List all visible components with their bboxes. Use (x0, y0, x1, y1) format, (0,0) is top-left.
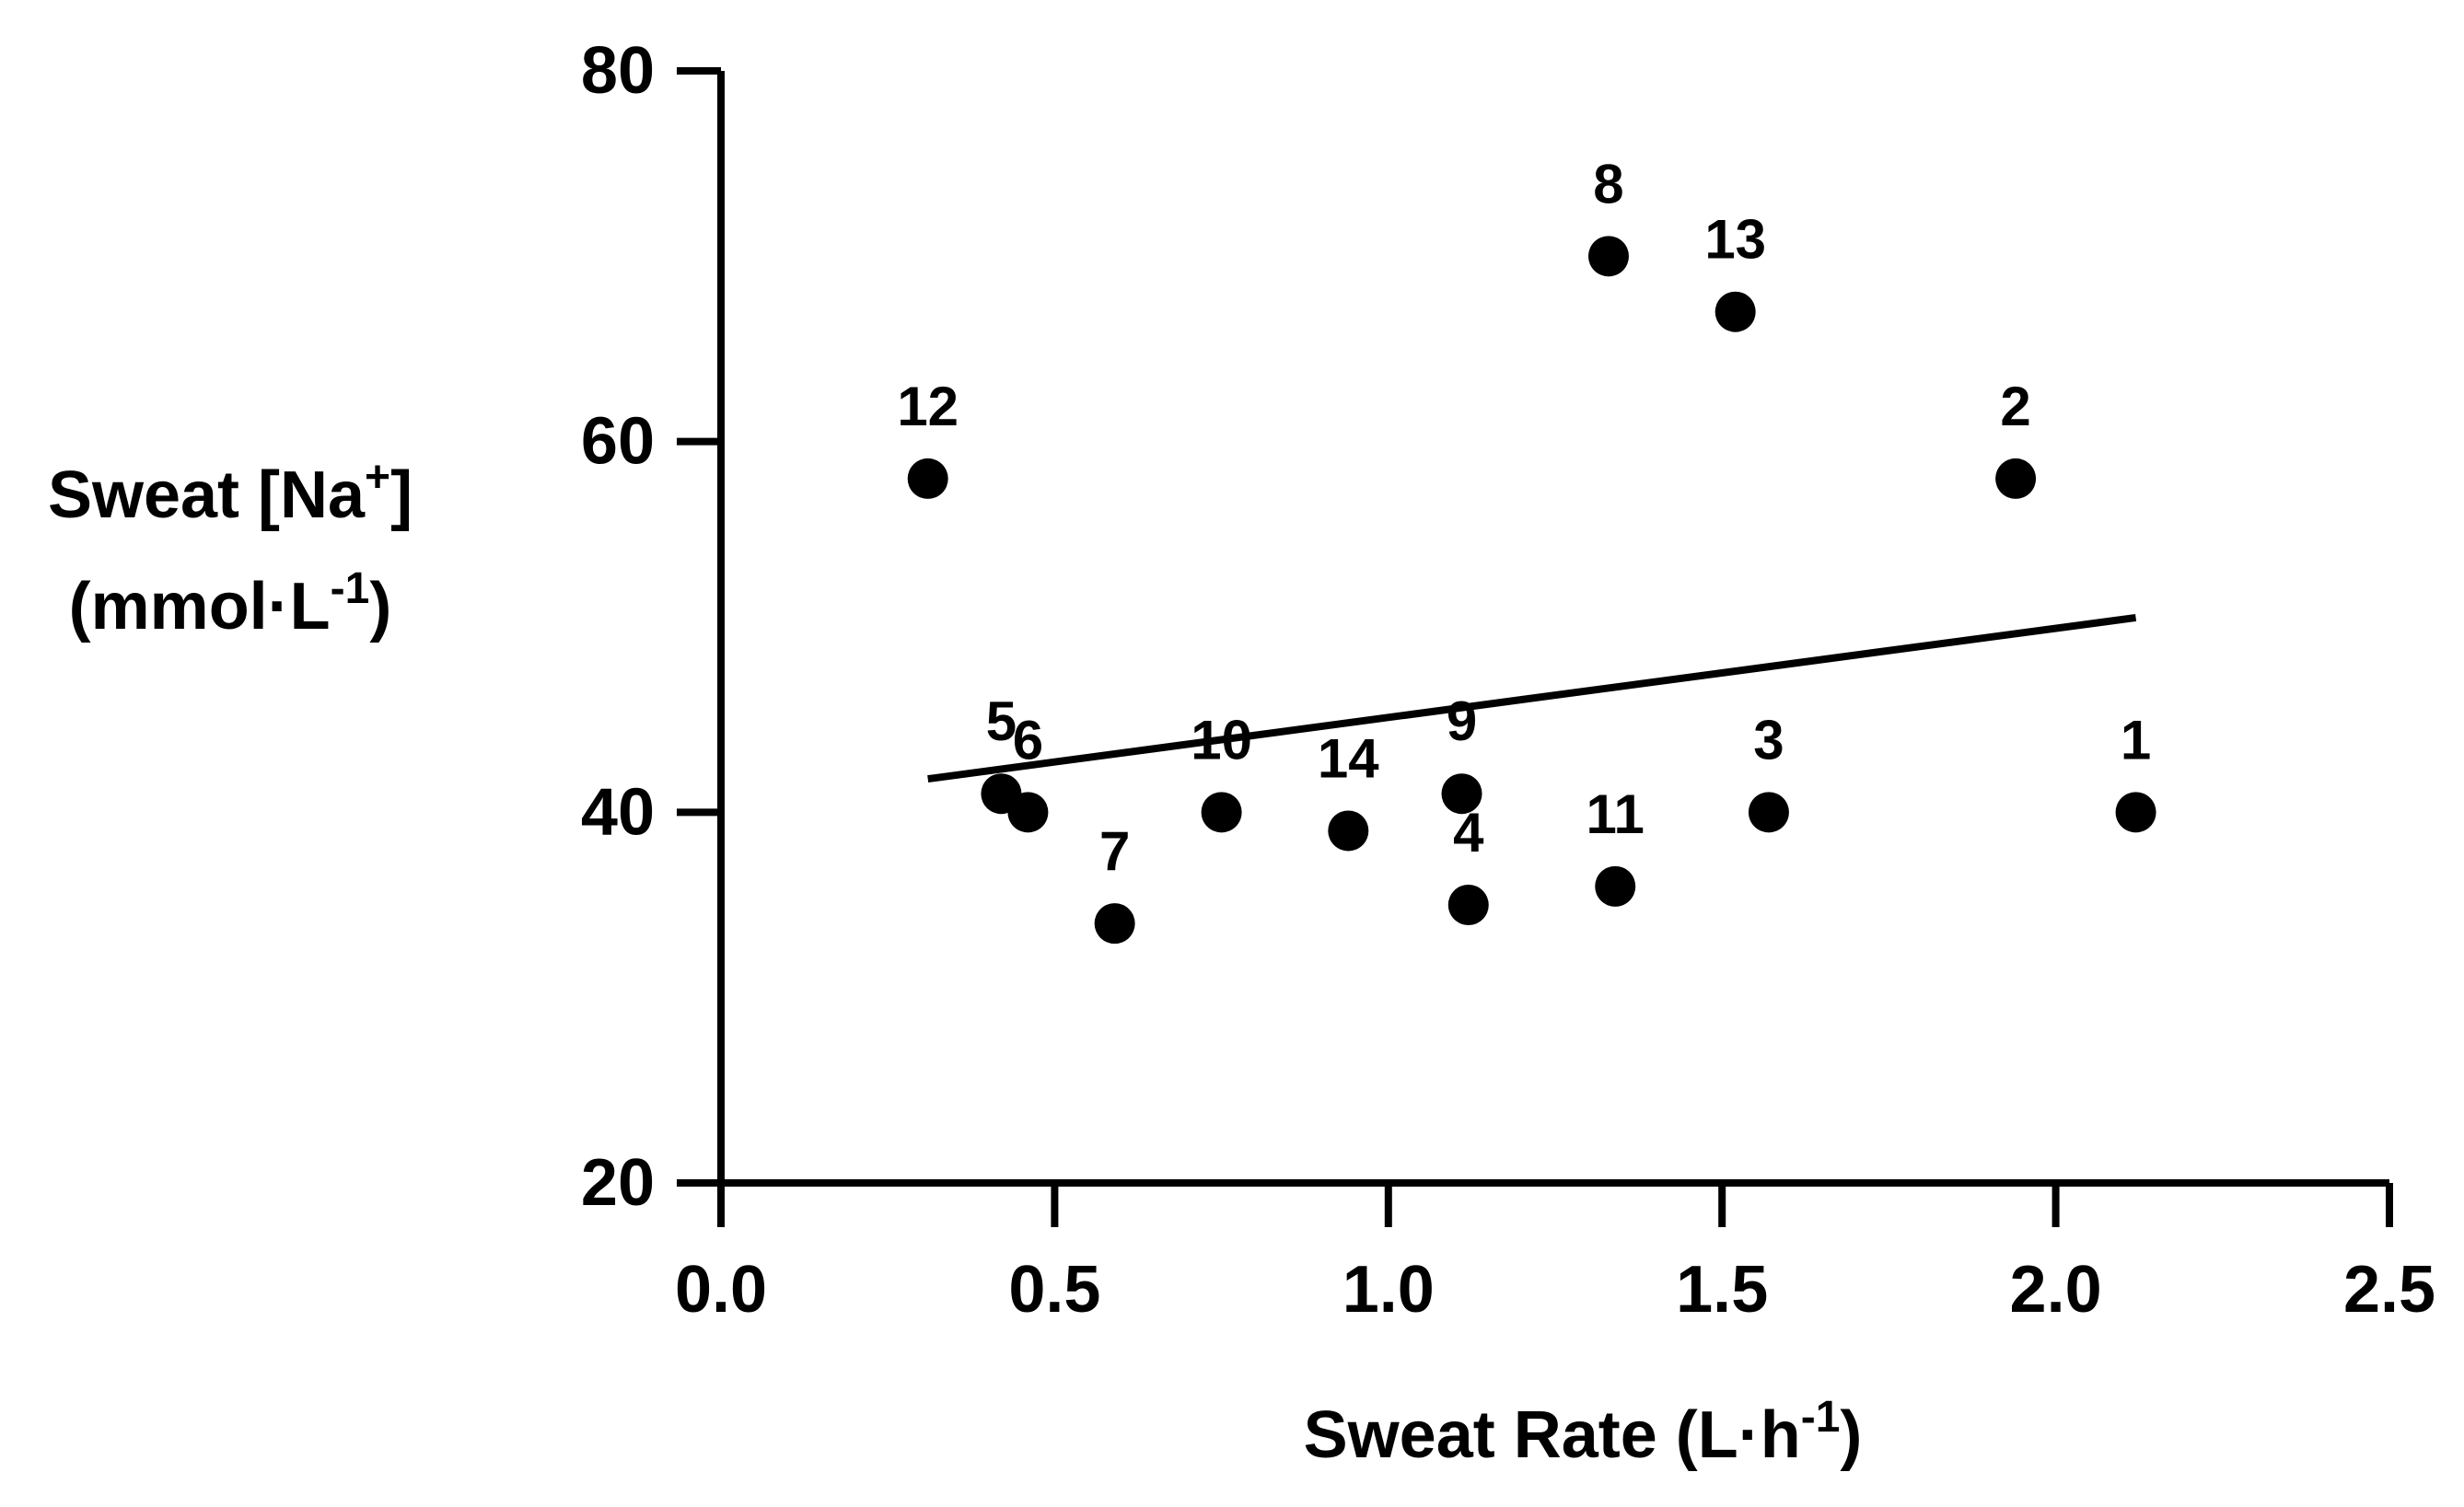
data-point-13 (1714, 291, 1756, 332)
data-point-label-1: 1 (2121, 709, 2151, 771)
y-tick-label-2: 60 (581, 405, 655, 479)
data-point-7 (1094, 903, 1135, 945)
x-tick-label-5: 2.5 (2343, 1253, 2435, 1327)
y-axis-ticks: 20 40 60 80 (581, 34, 721, 1220)
data-point-label-3: 3 (1753, 709, 1784, 771)
y-axis-title-line1-tail: ] (390, 458, 413, 532)
data-point-label-5: 5 (986, 690, 1017, 752)
data-points (907, 236, 2156, 945)
x-tick-label-2: 1.0 (1342, 1253, 1435, 1327)
x-axis-title-superscript: -1 (1801, 1393, 1841, 1442)
y-axis-title-line2-superscript: -1 (331, 564, 370, 613)
data-point-label-13: 13 (1704, 209, 1766, 271)
data-point-4 (1447, 885, 1489, 925)
y-tick-label-0: 20 (581, 1146, 655, 1220)
y-axis-title-line1-superscript: + (365, 453, 390, 502)
data-point-6 (1007, 792, 1049, 833)
x-axis-ticks: 0.0 0.5 1.0 1.5 2.0 2.5 (675, 1183, 2435, 1327)
data-point-label-10: 10 (1191, 709, 1252, 771)
data-point-label-11: 11 (1586, 783, 1645, 845)
data-point-label-8: 8 (1593, 153, 1623, 214)
data-point-3 (1748, 792, 1789, 833)
data-point-2 (1995, 458, 2037, 499)
data-point-12 (907, 458, 948, 499)
y-axis-title-line1-main: Sweat [Na (48, 458, 366, 532)
x-axis-title: Sweat Rate (L·h-1) (1304, 1393, 1863, 1472)
data-point-11 (1595, 865, 1636, 907)
data-point-9 (1441, 773, 1482, 815)
data-point-label-2: 2 (2000, 376, 2030, 437)
data-point-14 (1328, 810, 1369, 852)
y-tick-label-3: 80 (581, 34, 655, 108)
x-tick-label-4: 2.0 (2010, 1253, 2102, 1327)
data-point-8 (1587, 236, 1629, 277)
x-tick-label-3: 1.5 (1676, 1253, 1768, 1327)
data-point-label-6: 6 (1013, 709, 1043, 771)
x-axis-title-main: Sweat Rate (L·h (1304, 1398, 1801, 1472)
y-tick-label-1: 40 (581, 775, 655, 849)
regression-line (927, 613, 2137, 783)
x-axis-title-tail: ) (1840, 1398, 1862, 1472)
axes (717, 71, 2389, 1187)
data-point-1 (2115, 792, 2156, 833)
data-point-label-12: 12 (897, 376, 959, 437)
data-point-label-14: 14 (1318, 727, 1379, 789)
data-point-10 (1201, 792, 1242, 833)
y-axis-title-line2-main: (mmol·L (69, 570, 331, 643)
y-axis-title-line2: (mmol·L-1) (69, 564, 392, 643)
y-axis-title-line1: Sweat [Na+] (48, 453, 413, 532)
data-point-label-7: 7 (1099, 820, 1130, 882)
x-tick-label-0: 0.0 (675, 1253, 767, 1327)
data-point-label-4: 4 (1453, 802, 1484, 864)
x-tick-label-1: 0.5 (1008, 1253, 1100, 1327)
y-axis-title-line2-tail: ) (369, 570, 391, 643)
data-point-label-9: 9 (1447, 690, 1477, 752)
